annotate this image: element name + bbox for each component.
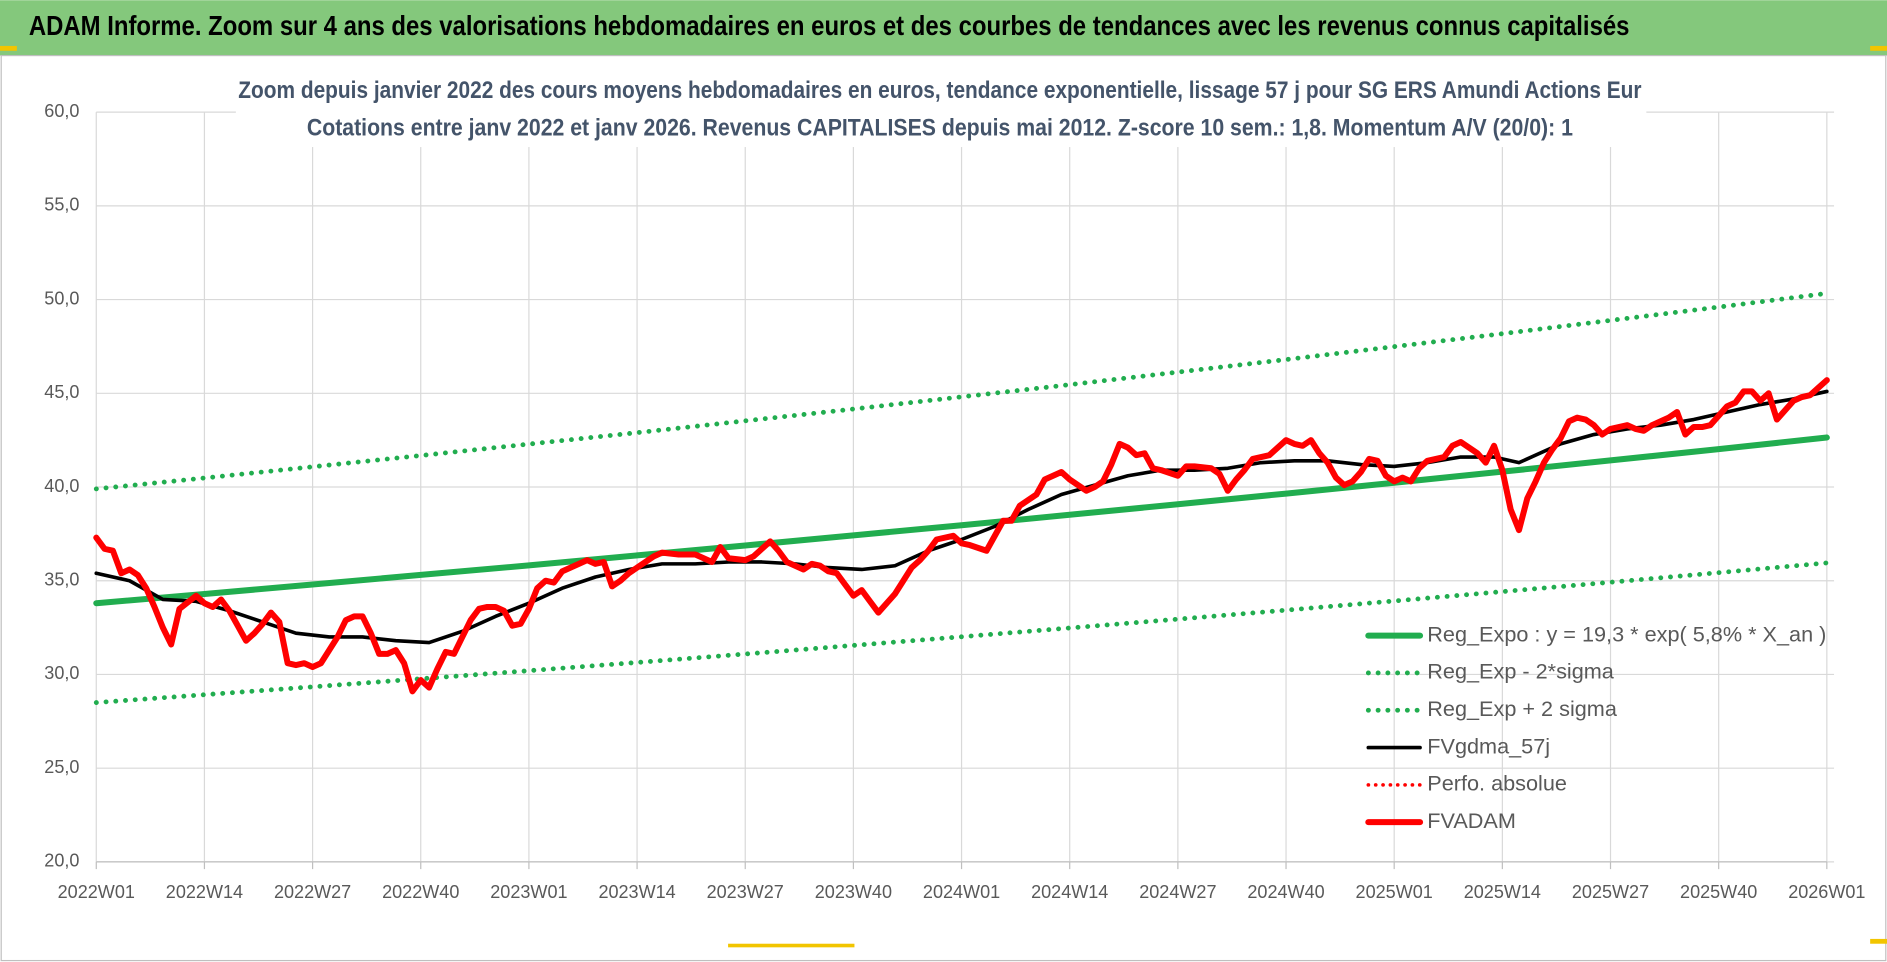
legend-label: Reg_Expo : y = 19,3 * exp( 5,8% * X_an ) xyxy=(1427,621,1826,646)
x-tick-label: 2024W14 xyxy=(1031,882,1108,902)
x-tick-label: 2022W27 xyxy=(274,882,351,902)
corner-mark xyxy=(1870,938,1887,944)
x-tick-label: 2025W27 xyxy=(1572,882,1649,902)
x-tick-label: 2022W14 xyxy=(166,882,243,902)
x-tick-label: 2024W01 xyxy=(923,882,1000,902)
legend-label: FVgdma_57j xyxy=(1427,733,1550,758)
y-tick-label: 20,0 xyxy=(44,851,79,871)
legend-label: Perfo. absolue xyxy=(1427,771,1567,796)
y-tick-label: 50,0 xyxy=(44,288,79,308)
chart-frame xyxy=(0,54,1887,962)
chart-subtitle: Cotations entre janv 2022 et janv 2026. … xyxy=(307,114,1573,141)
legend-label: Reg_Exp - 2*sigma xyxy=(1427,659,1615,684)
legend-label: FVADAM xyxy=(1427,808,1516,833)
x-tick-label: 2025W14 xyxy=(1464,882,1541,902)
legend-label: Reg_Exp + 2 sigma xyxy=(1427,696,1618,721)
y-tick-label: 30,0 xyxy=(44,663,79,683)
series-line xyxy=(93,560,1830,705)
y-tick-label: 35,0 xyxy=(44,570,79,590)
chart-title: Zoom depuis janvier 2022 des cours moyen… xyxy=(238,77,1641,104)
x-tick-label: 2022W01 xyxy=(58,882,135,902)
header-title: ADAM Informe. Zoom sur 4 ans des valoris… xyxy=(29,10,1630,41)
plot-lines xyxy=(93,290,1830,705)
header-bar xyxy=(0,0,1887,56)
selection-mark xyxy=(728,943,855,948)
x-tick-label: 2026W01 xyxy=(1788,882,1865,902)
x-tick-label: 2024W40 xyxy=(1247,882,1324,902)
y-tick-label: 60,0 xyxy=(44,101,79,121)
title-backdrop xyxy=(235,74,1647,148)
series-line xyxy=(93,377,1830,695)
x-tick-label: 2023W27 xyxy=(707,882,784,902)
x-tick-label: 2023W01 xyxy=(490,882,567,902)
series-line xyxy=(93,290,1830,492)
y-tick-label: 25,0 xyxy=(44,757,79,777)
y-tick-label: 55,0 xyxy=(44,195,79,215)
corner-mark xyxy=(0,45,17,51)
x-tick-label: 2023W14 xyxy=(598,882,675,902)
x-tick-label: 2025W01 xyxy=(1356,882,1433,902)
legend: Reg_Expo : y = 19,3 * exp( 5,8% * X_an )… xyxy=(1365,621,1826,833)
x-tick-label: 2022W40 xyxy=(382,882,459,902)
grid: 20,0 25,0 30,0 35,0 40,0 45,0 50,0 55,0 60,0 2022… xyxy=(44,101,1865,902)
corner-mark xyxy=(1870,45,1887,51)
x-tick-label: 2023W40 xyxy=(815,882,892,902)
x-tick-label: 2024W27 xyxy=(1139,882,1216,902)
y-tick-label: 40,0 xyxy=(44,476,79,496)
y-tick-label: 45,0 xyxy=(44,382,79,402)
x-tick-label: 2025W40 xyxy=(1680,882,1757,902)
